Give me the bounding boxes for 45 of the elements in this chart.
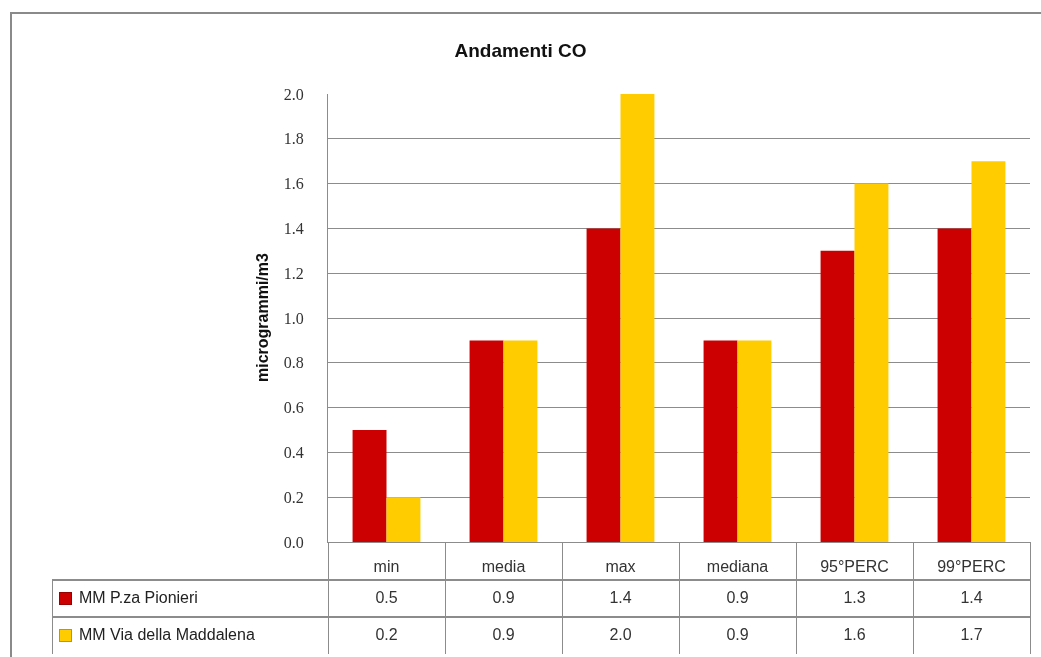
- bar: [703, 340, 738, 542]
- y-axis-title: microgrammi/m3: [254, 252, 271, 382]
- chart-title: Andamenti CO: [454, 39, 587, 61]
- bar: [820, 250, 855, 542]
- bar: [386, 497, 421, 542]
- x-tick-label: media: [481, 558, 526, 576]
- data-label: 0.2: [375, 626, 398, 644]
- data-label: 0.9: [492, 626, 515, 644]
- x-tick-label: min: [373, 558, 400, 576]
- y-tick-label: 2.0: [283, 85, 304, 103]
- y-tick-label: 1.6: [283, 175, 304, 193]
- data-label: 0.9: [726, 589, 749, 607]
- data-label: 1.4: [960, 589, 983, 607]
- y-tick-label: 0.0: [283, 533, 304, 551]
- x-tick-label: max: [605, 558, 636, 576]
- data-label: 0.9: [726, 626, 749, 644]
- y-tick-label: 0.2: [283, 488, 304, 506]
- bar: [971, 161, 1006, 542]
- x-tick-label: 95°PERC: [820, 558, 889, 576]
- data-label: 1.6: [843, 626, 866, 644]
- bar: [586, 228, 621, 542]
- y-tick-label: 1.8: [283, 130, 304, 148]
- bar: [737, 340, 772, 542]
- legend-label: MM P.za Pionieri: [79, 589, 198, 607]
- legend-label: MM Via della Maddalena: [79, 626, 255, 644]
- data-label: 0.9: [492, 589, 515, 607]
- bar: [352, 430, 387, 542]
- y-tick-label: 1.2: [283, 264, 304, 282]
- data-label: 1.7: [960, 626, 983, 644]
- bar: [937, 228, 972, 542]
- x-tick-label: 99°PERC: [937, 558, 1006, 576]
- y-tick-label: 1.0: [283, 309, 304, 327]
- data-label: 1.3: [843, 589, 866, 607]
- y-tick-label: 0.4: [283, 444, 304, 461]
- y-tick-label: 1.4: [283, 220, 304, 237]
- y-tick-label: 0.6: [283, 399, 304, 417]
- bar: [620, 94, 655, 542]
- data-label: 0.5: [375, 589, 398, 607]
- y-tick-label: 0.8: [283, 354, 304, 372]
- bar: [503, 340, 538, 542]
- bar: [854, 183, 889, 542]
- x-tick-label: mediana: [706, 558, 769, 576]
- data-label: 1.4: [609, 589, 632, 607]
- bar: [469, 340, 504, 542]
- data-label: 2.0: [609, 626, 632, 644]
